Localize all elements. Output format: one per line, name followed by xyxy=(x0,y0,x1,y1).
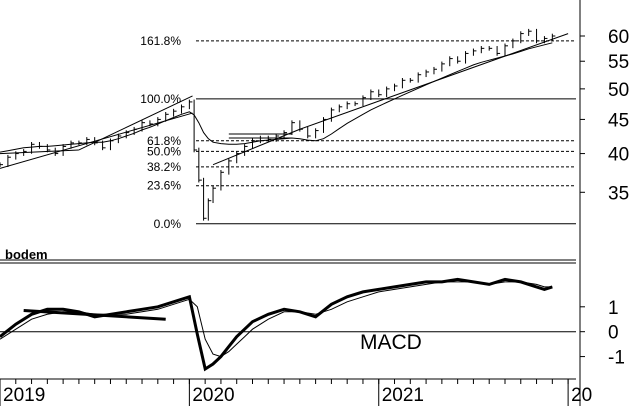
price-trend-line-2 xyxy=(0,149,79,155)
chart-frame xyxy=(0,0,581,406)
macd-y-axis: -1 0 1 xyxy=(580,298,625,369)
price-bars xyxy=(0,28,556,221)
macd-trend-line-0 xyxy=(23,309,166,321)
annotation-bodem: bodem xyxy=(5,247,48,262)
price-y-tick-label-0: 35 xyxy=(608,183,629,204)
macd-trend-lines xyxy=(23,309,166,321)
fib-label-0: 161.8% xyxy=(140,34,181,48)
fib-label-6: 0.0% xyxy=(154,217,182,231)
macd-y-tick-label-1: 0 xyxy=(608,323,619,344)
price-trend-line-3 xyxy=(212,128,301,166)
x-tick-label-0: 2019 xyxy=(3,385,45,406)
price-trend-line-0 xyxy=(0,112,193,169)
price-y-tick-label-3: 50 xyxy=(608,80,629,101)
macd-y-tick-label-2: 1 xyxy=(608,298,619,319)
fib-label-5: 23.6% xyxy=(147,179,181,193)
price-y-tick-label-1: 40 xyxy=(608,145,629,166)
time-x-axis: 2019 2020 2021 20 xyxy=(0,379,592,406)
price-y-tick-label-5: 60 xyxy=(608,27,629,48)
macd-signal-line xyxy=(0,281,553,358)
fibonacci-lines: 161.8% 100.0% 61.8%50.0% 38.2% 23.6% 0.0% xyxy=(140,34,576,231)
macd-line xyxy=(0,277,553,372)
fib-label-3: 50.0% xyxy=(147,144,181,158)
x-tick-label-2: 2021 xyxy=(382,385,424,406)
fib-label-1: 100.0% xyxy=(140,92,181,106)
macd-y-tick-label-0: -1 xyxy=(608,348,625,369)
x-tick-label-1: 2020 xyxy=(192,385,234,406)
fib-label-4: 38.2% xyxy=(147,160,181,174)
price-y-tick-label-2: 45 xyxy=(608,110,629,131)
x-tick-label-3: 20 xyxy=(571,385,592,406)
price-trend-lines xyxy=(0,33,569,169)
price-y-axis: 35 40 45 50 55 60 xyxy=(580,27,629,204)
macd-label: MACD xyxy=(360,331,422,354)
fib-label-2: 61.8% xyxy=(147,134,181,148)
price-trend-line-1 xyxy=(78,95,193,151)
price-moving-average xyxy=(0,42,553,153)
price-y-tick-label-4: 55 xyxy=(608,52,629,73)
